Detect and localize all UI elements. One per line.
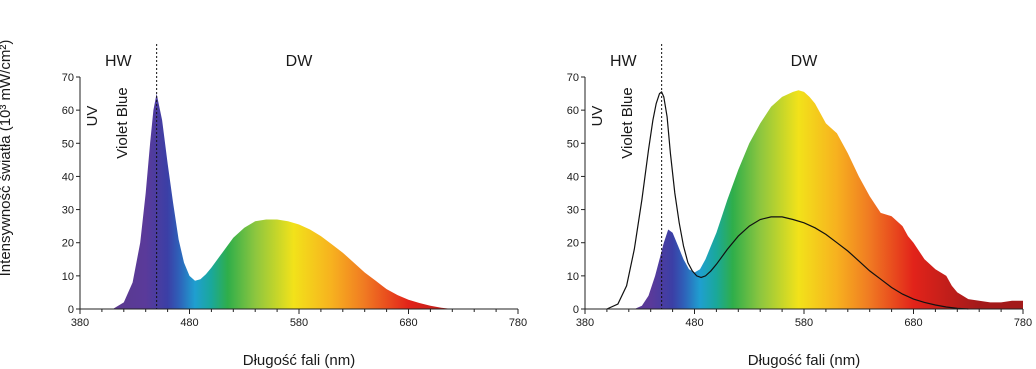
chart-panel-right: 0 10 20 30 40 50 60 70 380 480 580 680 780 Długość fa… (567, 44, 1032, 369)
y-tick-label: 50 (62, 138, 74, 150)
region-label-dw: DW (791, 53, 819, 70)
x-tick-label: 480 (685, 317, 703, 329)
y-tick-label: 30 (567, 205, 579, 217)
y-tick-label: 0 (68, 304, 74, 316)
x-tick-label: 580 (290, 317, 308, 329)
y-tick-label: 40 (62, 171, 74, 183)
region-label-hw: HW (105, 53, 133, 70)
y-tick-label: 20 (567, 238, 579, 250)
uv-label: UV (84, 106, 101, 127)
x-tick-label: 480 (180, 317, 198, 329)
y-tick-label: 30 (62, 205, 74, 217)
comparison-curve (606, 90, 969, 310)
violet-blue-label: Violet Blue (114, 87, 131, 158)
y-tick-label: 20 (62, 238, 74, 250)
x-tick-label: 680 (399, 317, 417, 329)
x-tick-label: 380 (71, 317, 89, 329)
y-tick-label: 10 (62, 271, 74, 283)
y-tick-label: 60 (567, 105, 579, 117)
y-tick-label: 10 (567, 271, 579, 283)
y-tick-label: 70 (567, 72, 579, 84)
chart-panel-left: 0 10 20 30 40 50 60 70 380 480 580 680 780 Długość fa… (62, 44, 527, 369)
x-tick-label: 580 (795, 317, 813, 329)
y-axis-title: Intensywność światła (10³ mW/cm²) (0, 40, 14, 277)
y-tick-label: 0 (573, 304, 579, 316)
y-tick-label: 60 (62, 105, 74, 117)
x-tick-label: 380 (576, 317, 594, 329)
x-axis-title: Długość fali (nm) (748, 352, 861, 369)
x-tick-label: 780 (509, 317, 527, 329)
uv-label: UV (589, 106, 606, 127)
y-tick-label: 50 (567, 138, 579, 150)
spectrum-area (112, 93, 453, 309)
x-axis-title: Długość fali (nm) (243, 352, 356, 369)
y-tick-label: 40 (567, 171, 579, 183)
x-tick-label: 680 (904, 317, 922, 329)
violet-blue-label: Violet Blue (619, 87, 636, 158)
region-label-dw: DW (286, 53, 314, 70)
y-tick-label: 70 (62, 72, 74, 84)
x-tick-label: 780 (1014, 317, 1032, 329)
region-label-hw: HW (610, 53, 638, 70)
spectrum-area (634, 90, 1023, 309)
